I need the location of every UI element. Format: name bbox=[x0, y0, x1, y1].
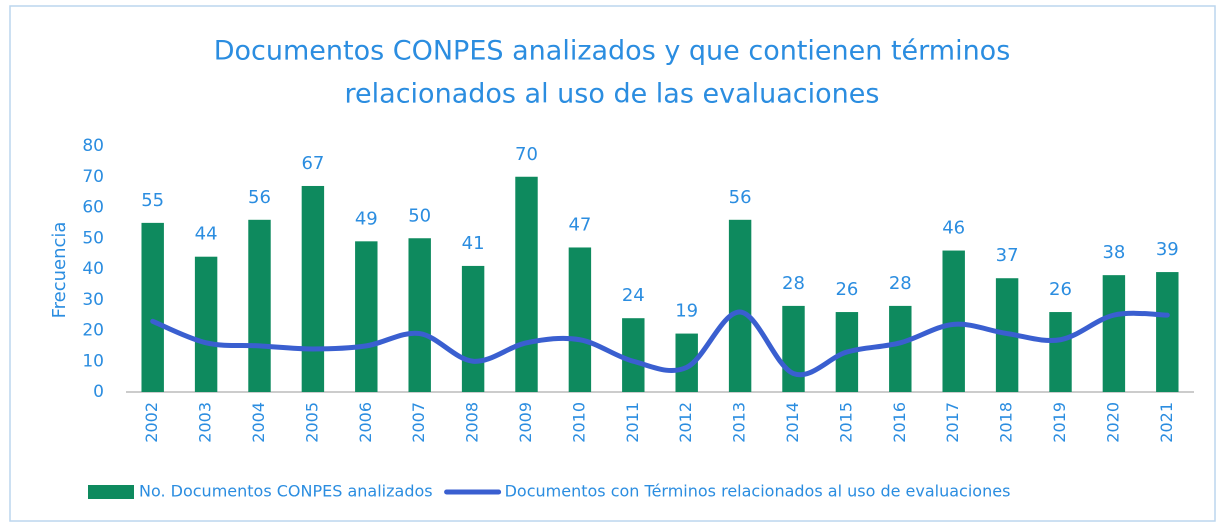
bar bbox=[194, 256, 218, 392]
data-label: 46 bbox=[942, 218, 965, 239]
x-tick-label: 2008 bbox=[463, 402, 482, 443]
chart-title: relacionados al uso de las evaluaciones bbox=[345, 79, 880, 110]
y-tick-label: 10 bbox=[82, 351, 104, 371]
data-label: 67 bbox=[301, 153, 324, 174]
bar bbox=[408, 238, 431, 392]
y-tick-label: 30 bbox=[82, 290, 104, 310]
data-label: 44 bbox=[195, 224, 218, 245]
bar bbox=[942, 250, 965, 392]
data-label: 26 bbox=[835, 279, 858, 300]
data-label: 26 bbox=[1049, 279, 1072, 300]
x-tick-label: 2002 bbox=[142, 402, 161, 443]
x-tick-label: 2016 bbox=[890, 402, 909, 443]
bar bbox=[568, 247, 592, 392]
x-tick-label: 2012 bbox=[676, 402, 695, 443]
data-label: 56 bbox=[248, 187, 271, 208]
data-label: 28 bbox=[782, 273, 805, 294]
y-tick-label: 0 bbox=[93, 382, 104, 402]
y-axis-label: Frecuencia bbox=[49, 222, 70, 319]
x-tick-label: 2011 bbox=[623, 402, 642, 443]
chart-title: Documentos CONPES analizados y que conti… bbox=[214, 36, 1011, 67]
x-tick-label: 2018 bbox=[997, 402, 1016, 443]
x-tick-label: 2019 bbox=[1050, 402, 1069, 443]
bar bbox=[248, 219, 271, 392]
data-label: 39 bbox=[1156, 239, 1179, 260]
x-tick-label: 2007 bbox=[409, 402, 428, 443]
bar bbox=[301, 185, 325, 392]
x-tick-label: 2013 bbox=[730, 402, 749, 443]
bar bbox=[461, 265, 485, 392]
bar bbox=[1156, 272, 1179, 392]
x-tick-label: 2004 bbox=[249, 402, 268, 443]
x-tick-label: 2006 bbox=[356, 402, 375, 443]
data-label: 19 bbox=[675, 301, 698, 322]
bar bbox=[889, 305, 912, 392]
y-tick-label: 50 bbox=[82, 228, 104, 248]
line bbox=[150, 309, 1170, 378]
y-tick-label: 70 bbox=[82, 167, 104, 187]
legend-label: Documentos con Términos relacionados al … bbox=[505, 482, 1011, 501]
data-label: 55 bbox=[141, 190, 164, 211]
y-tick-label: 80 bbox=[82, 136, 104, 156]
y-tick-label: 20 bbox=[82, 321, 104, 341]
data-label: 70 bbox=[515, 144, 538, 165]
data-label: 38 bbox=[1102, 242, 1125, 263]
data-label: 50 bbox=[408, 205, 431, 226]
y-tick-label: 60 bbox=[82, 198, 104, 218]
data-label: 37 bbox=[996, 245, 1019, 266]
legend-label: No. Documentos CONPES analizados bbox=[139, 482, 433, 501]
data-label: 28 bbox=[889, 273, 912, 294]
x-tick-label: 2010 bbox=[569, 402, 588, 443]
bar bbox=[141, 222, 164, 392]
legend-swatch bbox=[88, 485, 134, 499]
x-tick-label: 2017 bbox=[943, 402, 962, 443]
bar bbox=[355, 241, 378, 392]
x-tick-label: 2003 bbox=[196, 402, 215, 443]
data-label: 47 bbox=[568, 214, 591, 235]
x-tick-label: 2014 bbox=[783, 402, 802, 443]
x-tick-label: 2005 bbox=[302, 402, 321, 443]
bar bbox=[1049, 312, 1072, 392]
y-tick-label: 40 bbox=[82, 259, 104, 279]
bar bbox=[782, 305, 805, 392]
bar bbox=[675, 333, 698, 392]
data-label: 41 bbox=[462, 233, 485, 254]
x-tick-label: 2015 bbox=[836, 402, 855, 443]
bar bbox=[515, 176, 538, 392]
bar bbox=[622, 318, 645, 392]
data-label: 24 bbox=[622, 285, 645, 306]
data-label: 56 bbox=[729, 187, 752, 208]
data-label: 49 bbox=[355, 208, 378, 229]
x-tick-label: 2021 bbox=[1157, 402, 1176, 443]
x-tick-label: 2020 bbox=[1103, 402, 1122, 443]
bar bbox=[1102, 275, 1126, 392]
x-tick-label: 2009 bbox=[516, 402, 535, 443]
bar bbox=[728, 219, 752, 392]
